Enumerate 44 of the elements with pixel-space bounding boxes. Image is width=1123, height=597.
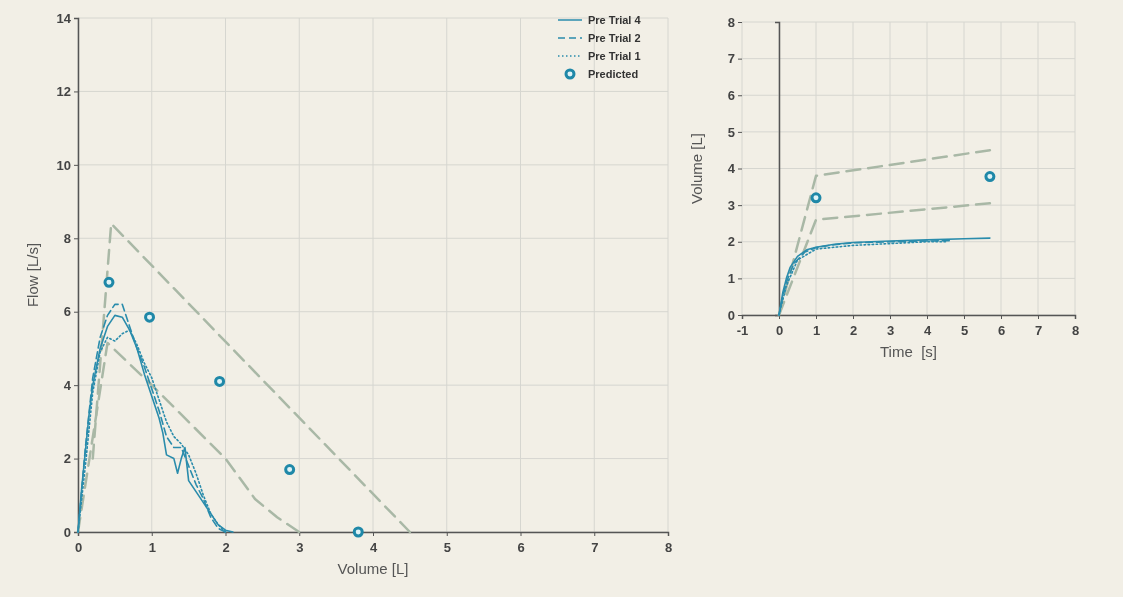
x-tick-label: 5 [443,540,451,555]
y-tick-label: 6 [63,304,71,320]
y-tick-label: 5 [727,124,735,140]
x-tick-label: 4 [923,323,932,338]
x-tick-label: 7 [591,540,599,555]
x-tick-label: 0 [74,540,83,555]
y-tick-label: 8 [63,230,71,246]
x-tick-label: 4 [369,540,378,555]
y-tick-label: 14 [56,10,72,26]
x-tick-label: 0 [775,323,784,338]
x-tick-label: 3 [886,323,895,338]
x-axis-title: Volume [L] [337,560,409,577]
y-axis-title: Volume [L] [688,133,705,204]
y-tick-label: 2 [727,234,735,250]
y-tick-label: 8 [727,14,735,30]
y-tick-label: 10 [56,157,71,173]
legend-label: Pre Trial 4 [588,14,642,26]
y-tick-label: 1 [727,271,735,287]
y-tick-label: 0 [727,307,735,323]
x-tick-label: 2 [849,323,858,338]
y-tick-label: 2 [63,451,71,467]
x-tick-label: 6 [517,540,525,555]
x-axis-title: Time [s] [880,343,937,360]
x-tick-label: -1 [736,323,749,338]
y-tick-label: 12 [56,84,71,100]
y-tick-label: 3 [727,197,735,213]
y-tick-label: 6 [727,87,735,103]
x-tick-label: 5 [960,323,969,338]
x-tick-label: 6 [997,323,1006,338]
y-tick-label: 7 [727,51,735,67]
y-axis-title: Flow [L/s] [24,242,41,308]
legend-label: Predicted [588,68,639,80]
x-tick-label: 8 [1071,323,1080,338]
x-tick-label: 3 [296,540,304,555]
x-tick-label: 1 [148,540,156,555]
legend-label: Pre Trial 1 [588,50,641,62]
x-tick-label: 2 [222,540,230,555]
x-tick-label: 8 [664,540,673,555]
y-tick-label: 4 [63,377,72,393]
y-tick-label: 4 [727,161,736,177]
x-tick-label: 7 [1034,323,1043,338]
y-tick-label: 0 [63,524,71,540]
legend-label: Pre Trial 2 [588,32,641,44]
x-tick-label: 1 [812,323,821,338]
